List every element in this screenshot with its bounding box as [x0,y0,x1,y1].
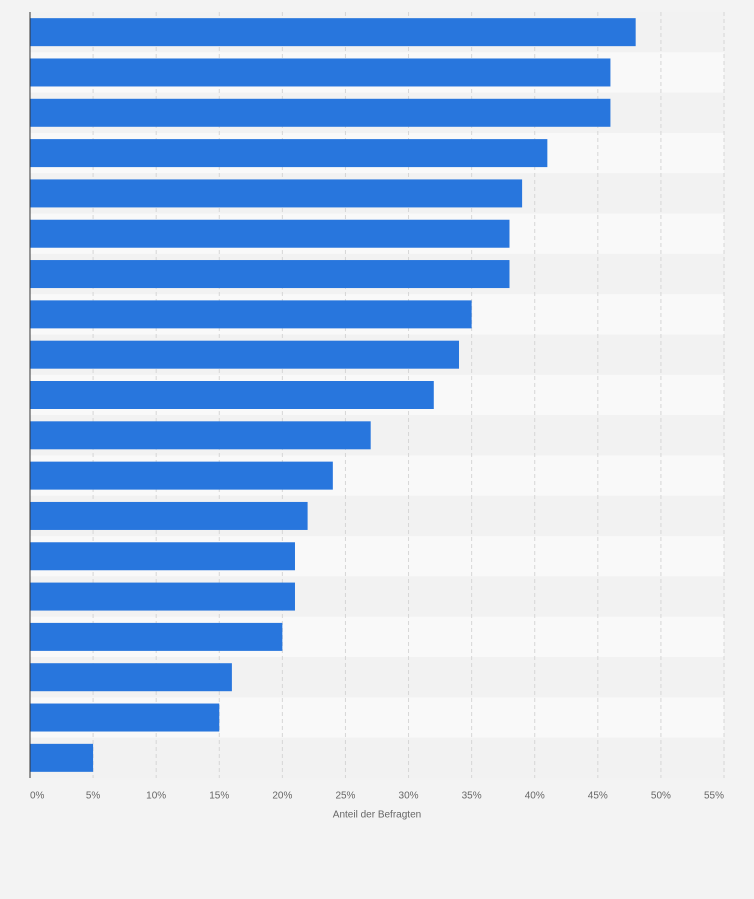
bar [30,139,548,168]
bar [30,582,295,611]
bar [30,58,611,87]
bar [30,622,283,651]
x-axis-title: Anteil der Befragten [333,810,421,821]
x-tick-label: 5% [86,791,101,802]
x-tick-label: 15% [209,791,229,802]
x-tick-label: 45% [588,791,608,802]
x-tick-label: 40% [525,791,545,802]
row-stripe [30,737,724,778]
bar [30,98,611,127]
bar [30,340,460,369]
bar [30,743,94,772]
bar [30,179,523,208]
bar [30,663,232,692]
x-tick-label: 50% [651,791,671,802]
bar [30,421,371,450]
bar [30,300,472,329]
bar [30,219,510,248]
x-tick-label: 10% [146,791,166,802]
bar [30,381,434,409]
x-tick-label: 25% [335,791,355,802]
bar [30,461,333,490]
x-tick-label: 30% [399,791,419,802]
x-tick-label: 20% [272,791,292,802]
x-tick-label: 55% [704,791,724,802]
x-tick-label: 0% [30,791,45,802]
bar [30,18,636,47]
bar [30,260,510,289]
bar [30,703,220,732]
x-tick-label: 35% [462,791,482,802]
bar [30,542,295,571]
bar [30,501,308,530]
